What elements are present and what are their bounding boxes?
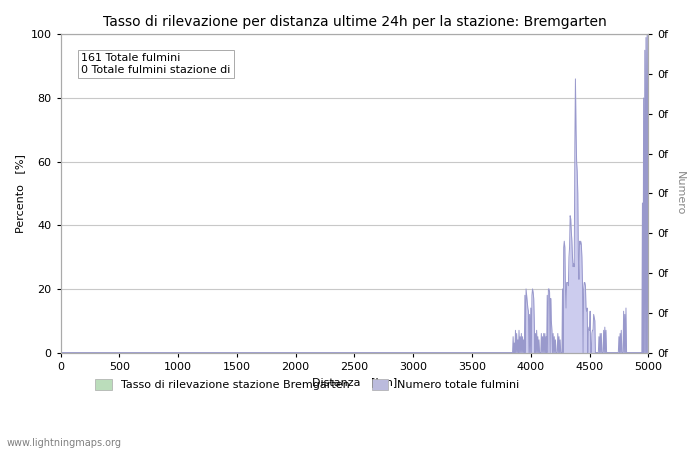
Y-axis label: Numero: Numero: [675, 171, 685, 216]
Y-axis label: Percento   [%]: Percento [%]: [15, 154, 25, 233]
Text: 161 Totale fulmini
0 Totale fulmini stazione di: 161 Totale fulmini 0 Totale fulmini staz…: [81, 54, 230, 75]
Title: Tasso di rilevazione per distanza ultime 24h per la stazione: Bremgarten: Tasso di rilevazione per distanza ultime…: [103, 15, 606, 29]
Text: www.lightningmaps.org: www.lightningmaps.org: [7, 438, 122, 448]
Legend: Tasso di rilevazione stazione Bremgarten, Numero totale fulmini: Tasso di rilevazione stazione Bremgarten…: [91, 374, 524, 395]
X-axis label: Distanza   [km]: Distanza [km]: [312, 377, 397, 387]
